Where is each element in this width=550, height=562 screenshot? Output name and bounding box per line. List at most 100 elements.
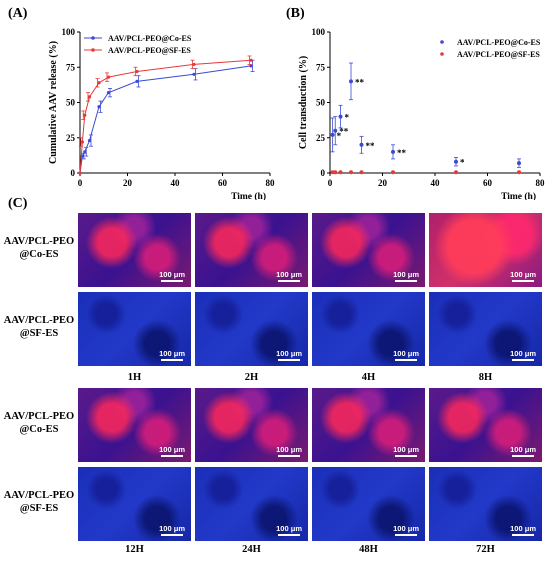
row-label-1: AAV/PCL-PEO @SF-ES <box>2 314 76 340</box>
x-tick-label: 40 <box>171 178 181 188</box>
data-point <box>97 105 101 109</box>
micrograph-tile: 100 μm <box>312 213 425 287</box>
row-label-3: AAV/PCL-PEO @SF-ES <box>2 489 76 515</box>
data-point <box>359 170 364 175</box>
legend-label: AAV/PCL-PEO@Co-ES <box>457 38 541 47</box>
data-point <box>192 62 196 67</box>
x-tick-label: 0 <box>328 178 333 188</box>
x-tick-label: 60 <box>218 178 228 188</box>
y-tick-label: 25 <box>66 133 76 143</box>
scale-bar-line <box>278 359 301 361</box>
time-label: 8H <box>478 372 493 383</box>
scale-bar-line <box>161 534 184 536</box>
x-tick-label: 20 <box>123 178 133 188</box>
scale-bar-line <box>512 534 535 536</box>
row-label-2: AAV/PCL-PEO @Co-ES <box>2 410 76 436</box>
data-point <box>333 128 338 133</box>
scale-bar-line <box>278 280 301 282</box>
series-0 <box>78 59 255 175</box>
scale-bar-label: 100 μm <box>276 349 302 358</box>
panel-label-b: (B) <box>286 6 305 21</box>
scale-bar-label: 100 μm <box>159 349 185 358</box>
scale-bar: 100 μm <box>510 524 536 536</box>
time-label: 12H <box>125 544 144 555</box>
data-point <box>83 150 87 154</box>
legend-marker <box>440 52 444 56</box>
scale-bar-line <box>161 359 184 361</box>
x-axis-label: Time (h) <box>231 191 266 200</box>
micrograph-tile: 100 μm <box>312 388 425 462</box>
time-label: 1H <box>127 372 142 383</box>
significance-mark: * <box>460 158 465 168</box>
data-point <box>106 75 111 79</box>
scale-bar-label: 100 μm <box>276 445 302 454</box>
data-point <box>330 132 335 137</box>
series-1 <box>330 170 521 175</box>
scale-bar-label: 100 μm <box>510 524 536 533</box>
time-label: 4H <box>361 372 376 383</box>
data-point <box>359 142 364 147</box>
scale-bar-label: 100 μm <box>393 270 419 279</box>
micrograph-tile: 100 μm <box>312 467 425 541</box>
scale-bar-line <box>512 359 535 361</box>
legend-marker <box>440 40 444 44</box>
y-tick-label: 25 <box>316 133 326 143</box>
micrograph-tile: 100 μm <box>195 292 308 366</box>
x-tick-label: 60 <box>483 178 493 188</box>
y-tick-label: 0 <box>71 168 76 178</box>
scale-bar-line <box>161 280 184 282</box>
row-label-line1: AAV/PCL-PEO <box>3 236 75 247</box>
data-point <box>192 72 196 76</box>
scale-bar-label: 100 μm <box>159 270 185 279</box>
transduction-chart: 0 20 40 60 80 0 25 50 75 100 Time (h) Cell transduc… <box>298 27 546 200</box>
scale-bar-line <box>278 455 301 457</box>
data-point <box>338 114 343 119</box>
y-tick-label: 50 <box>66 98 76 108</box>
scale-bar: 100 μm <box>276 524 302 536</box>
row-label-line2: @SF-ES <box>19 503 59 514</box>
scale-bar: 100 μm <box>393 445 419 457</box>
micrograph-tile: 100 μm <box>429 213 542 287</box>
scale-bar-label: 100 μm <box>393 349 419 358</box>
panel-label-a: (A) <box>8 6 28 21</box>
x-tick-label: 40 <box>431 178 441 188</box>
x-tick-label: 80 <box>536 178 546 188</box>
micrograph-tile: 100 μm <box>429 467 542 541</box>
scale-bar: 100 μm <box>510 349 536 361</box>
scale-bar: 100 μm <box>393 524 419 536</box>
scale-bar-label: 100 μm <box>159 445 185 454</box>
row-label-line2: @Co-ES <box>19 424 59 435</box>
row-label-line1: AAV/PCL-PEO <box>3 490 75 501</box>
data-point <box>135 79 139 83</box>
significance-mark: * <box>337 131 342 141</box>
scale-bar: 100 μm <box>159 524 185 536</box>
scale-bar: 100 μm <box>510 445 536 457</box>
data-point <box>135 69 139 74</box>
micrograph-tile: 100 μm <box>78 213 191 287</box>
legend: AAV/PCL-PEO@Co-ES AAV/PCL-PEO@SF-ES <box>84 34 192 55</box>
micrograph-tile: 100 μm <box>429 388 542 462</box>
data-point <box>83 113 87 117</box>
data-point <box>454 159 458 164</box>
scale-bar-label: 100 μm <box>393 524 419 533</box>
scale-bar: 100 μm <box>276 349 302 361</box>
legend: AAV/PCL-PEO@Co-ES AAV/PCL-PEO@SF-ES <box>440 38 541 59</box>
y-axis-label: Cell transduction (%) <box>298 56 309 149</box>
micrograph-tile: 100 μm <box>195 213 308 287</box>
x-axis-label: Time (h) <box>501 191 536 200</box>
data-point <box>249 58 253 62</box>
scale-bar-line <box>395 455 418 457</box>
panel-label-c: (C) <box>8 196 28 211</box>
time-label: 24H <box>242 544 261 555</box>
x-tick-label: 20 <box>378 178 388 188</box>
legend-label: AAV/PCL-PEO@Co-ES <box>108 34 192 43</box>
significance-mark: ** <box>366 141 376 151</box>
legend-marker <box>91 48 95 52</box>
series-1 <box>78 55 253 175</box>
scale-bar-line <box>395 280 418 282</box>
data-point <box>391 170 395 175</box>
scale-bar-label: 100 μm <box>159 524 185 533</box>
scale-bar-line <box>512 455 535 457</box>
data-point <box>391 149 395 154</box>
scale-bar: 100 μm <box>393 270 419 282</box>
